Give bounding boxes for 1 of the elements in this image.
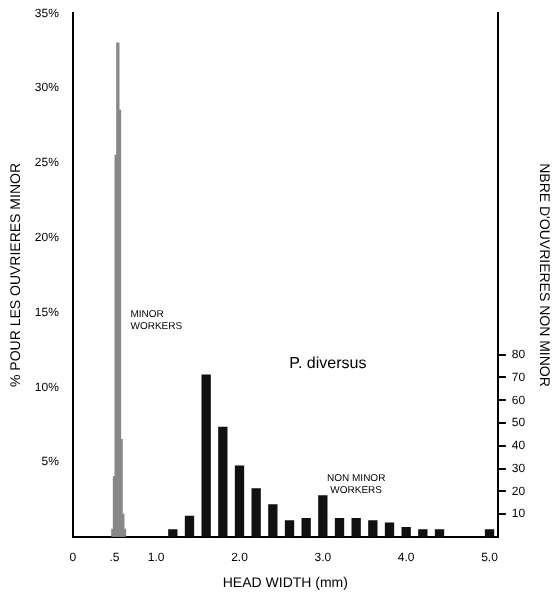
text: P. diversus <box>289 354 367 373</box>
